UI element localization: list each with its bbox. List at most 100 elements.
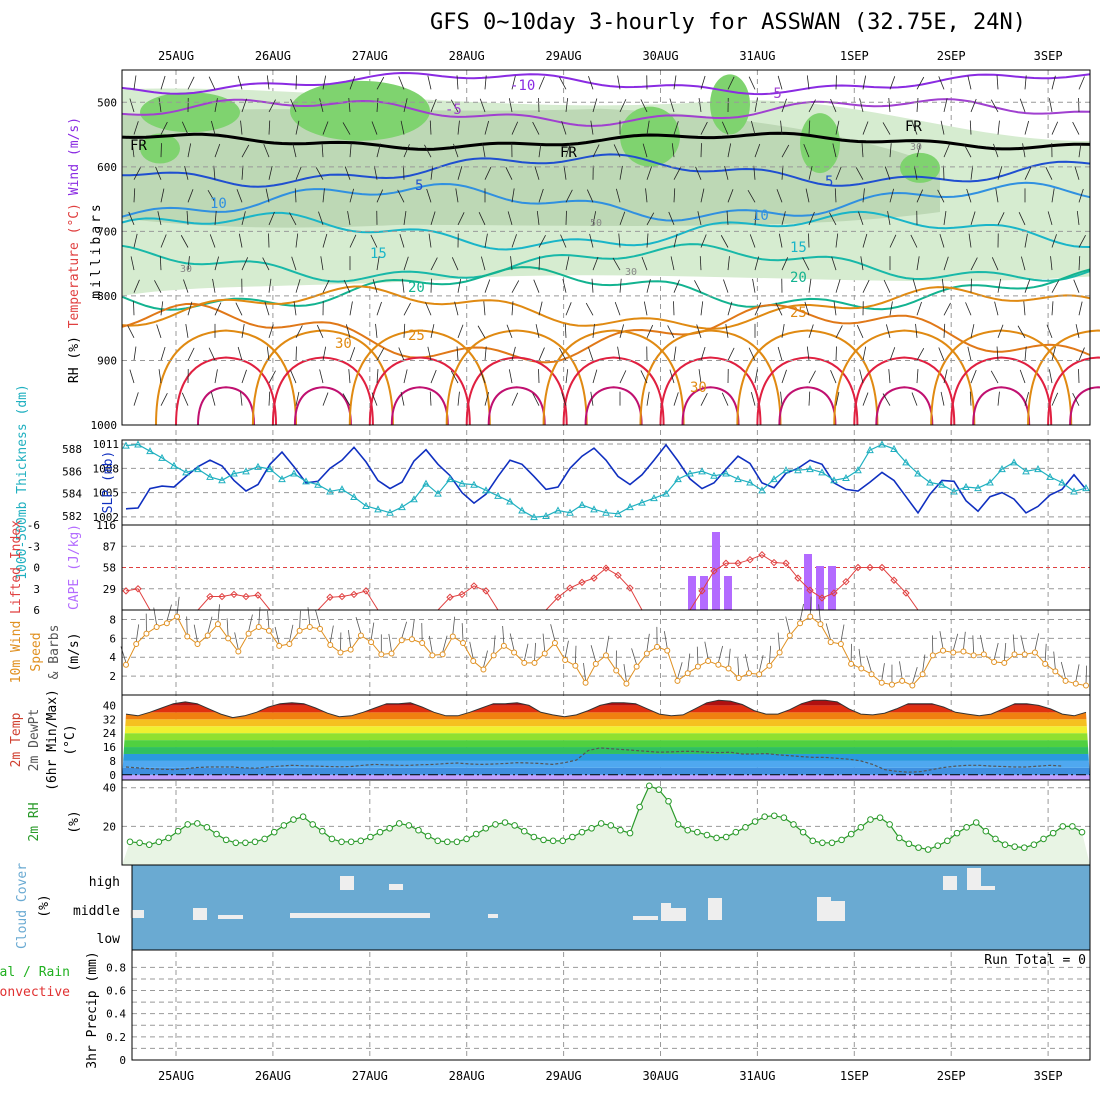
rh2m-panel: 40 20 2m RH (%) — [27, 782, 1090, 865]
upper-wind-barb — [781, 144, 790, 158]
upper-wind-barb — [508, 98, 513, 113]
thickness-marker — [998, 465, 1006, 473]
upper-wind-barb — [727, 301, 733, 316]
upper-wind-barb — [938, 347, 945, 361]
wind-barb — [461, 623, 464, 642]
li-marker — [218, 592, 226, 601]
upper-wind-barb — [862, 279, 870, 293]
upper-wind-barb — [862, 392, 869, 406]
upper-wind-barb — [506, 324, 513, 339]
thickness-marker — [962, 482, 970, 490]
upper-wind-barb — [535, 324, 540, 338]
wind-marker — [592, 660, 599, 667]
bl-loop-5-2 — [681, 386, 740, 426]
upper-wind-barb — [484, 392, 490, 406]
upper-wind-barb — [916, 256, 920, 271]
temp-band-6 — [122, 733, 1090, 741]
upper-wind-barb — [399, 233, 405, 248]
rh-label-3: 30 — [180, 264, 192, 275]
bl-loop-7-1 — [853, 356, 956, 426]
cape-tick-29: 29 — [103, 583, 116, 596]
upper-wind-barb — [1048, 369, 1053, 384]
wind-marker — [368, 639, 375, 646]
rh-marker — [588, 824, 595, 832]
thickness-marker — [506, 497, 514, 505]
upper-wind-barb — [565, 143, 571, 158]
upper-wind-barb — [970, 165, 974, 180]
upper-wind-barb — [673, 121, 679, 135]
rh-marker — [722, 833, 730, 841]
wind-marker — [225, 635, 232, 642]
upper-wind-barb — [1024, 120, 1030, 135]
upper-wind-barb — [160, 121, 168, 135]
wind-barb — [777, 632, 781, 651]
upper-wind-barb — [295, 233, 299, 248]
upper-wind-barb — [673, 346, 677, 361]
upper-wind-barb — [128, 211, 135, 226]
rh-marker — [578, 828, 586, 836]
rh-marker — [982, 827, 990, 835]
upper-wind-barb — [808, 278, 812, 293]
rh-marker — [934, 842, 942, 849]
upper-wind-barb — [967, 346, 972, 361]
upper-wind-barb — [160, 75, 166, 90]
upper-wind-barb — [913, 165, 918, 180]
upper-wind-barb — [619, 370, 627, 384]
upper-wind-barb — [266, 346, 270, 361]
upper-wind-barb — [342, 122, 351, 135]
upper-wind-barb — [938, 76, 945, 90]
upper-wind-barb — [1078, 76, 1085, 90]
upper-wind-barb — [214, 369, 218, 384]
rh-marker — [145, 841, 153, 849]
upper-wind-barb — [590, 120, 594, 135]
wind-marker — [511, 649, 518, 656]
bl-loop-7-0 — [833, 329, 976, 426]
li-marker — [758, 551, 766, 559]
cape-bar-1 — [700, 576, 708, 610]
upper-wind-barb — [885, 324, 891, 338]
thickness-marker — [554, 506, 562, 514]
upper-wind-barb — [640, 99, 648, 113]
cloud-box-2 — [193, 908, 207, 920]
upper-wind-barb — [403, 302, 411, 316]
wind-marker — [531, 659, 538, 666]
thickness-marker — [866, 446, 874, 454]
li-marker — [362, 587, 370, 595]
upper-wind-barb — [185, 323, 189, 338]
upper-wind-barb — [831, 256, 837, 271]
wind-marker — [1052, 668, 1059, 675]
wind-marker — [888, 681, 895, 688]
upper-wind-barb — [696, 324, 702, 338]
li-marker — [326, 593, 334, 601]
wind-marker — [970, 652, 977, 659]
thickness-marker — [146, 447, 154, 455]
upper-wind-barb — [916, 369, 919, 384]
upper-wind-barb — [889, 188, 895, 203]
wind-barb — [1060, 661, 1066, 679]
upper-wind-barb — [241, 369, 247, 384]
precip-panel: 0.8 0.6 0.4 0.2 0 Run Total = 0 Total / Rain Co… — [0, 951, 1090, 1069]
upper-wind-barb — [376, 301, 382, 316]
upper-wind-barb — [210, 392, 216, 406]
wind-marker — [807, 613, 814, 620]
upper-wind-barb — [700, 75, 706, 90]
wind-panel: 8 6 4 2 10m Wind Speed & Barbs (m/s) — [9, 596, 1090, 689]
upper-wind-barb — [538, 188, 544, 203]
upper-wind-barb — [748, 347, 756, 361]
run-total: Run Total = 0 — [984, 953, 1086, 968]
rh-marker — [857, 824, 865, 831]
wind-marker — [705, 658, 712, 664]
upper-wind-barb — [457, 212, 465, 226]
upper-wind-barb — [990, 370, 999, 384]
contour-label-4: 5 — [825, 174, 833, 190]
upper-wind-barb — [619, 324, 625, 338]
upper-wind-barb — [241, 211, 246, 226]
upper-wind-barb — [592, 144, 600, 158]
wind-marker — [603, 652, 609, 659]
wind-barb — [289, 624, 294, 643]
upper-wind-barb — [342, 393, 351, 406]
upper-wind-barb — [322, 188, 325, 203]
upper-wind-barb — [429, 391, 432, 406]
upper-wind-barb — [376, 143, 381, 158]
li-marker — [806, 586, 814, 594]
